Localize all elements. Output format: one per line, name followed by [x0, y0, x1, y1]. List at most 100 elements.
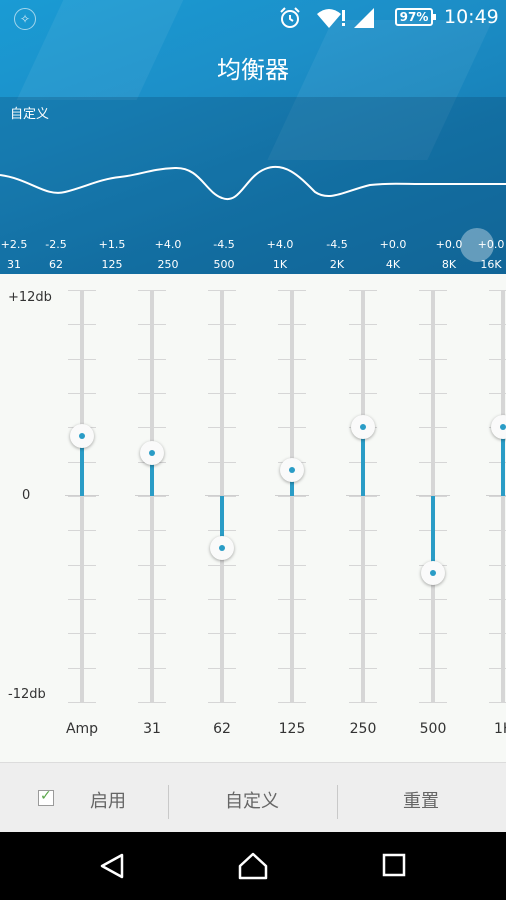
status-bar: ✧ 97% 10:49 [0, 0, 506, 36]
slider-tick [278, 702, 306, 703]
slider-tick [419, 667, 447, 669]
slider-knob[interactable] [351, 415, 375, 440]
slider-tick [489, 667, 506, 669]
slider-tick [278, 427, 306, 429]
slider-knob[interactable] [280, 458, 304, 483]
header-band-frequency: 125 [101, 258, 123, 271]
slider-tick [68, 564, 96, 566]
preset-name: 自定义 [10, 107, 50, 122]
page-title: 均衡器 [217, 56, 289, 84]
slider-tick [278, 290, 306, 291]
slider-tick [208, 358, 236, 360]
alarm-icon [280, 7, 300, 28]
slider-tick [278, 324, 306, 326]
reset-button[interactable]: 重置 [403, 791, 439, 812]
slider-knob[interactable] [421, 561, 445, 586]
header-band-value: -2.5 [45, 238, 67, 251]
slider-tick [349, 290, 377, 291]
slider-tick [208, 324, 236, 326]
slider-tick [278, 633, 306, 635]
slider-tick [208, 599, 236, 600]
slider-tick [138, 702, 166, 703]
slider-fill [220, 496, 224, 548]
eq-curve [0, 165, 506, 201]
signal-icon [354, 8, 374, 28]
recents-icon[interactable] [381, 852, 407, 878]
divider [337, 785, 338, 819]
slider-tick [419, 324, 447, 326]
slider-tick [138, 427, 166, 429]
slider-tick [349, 599, 377, 600]
action-bar: ✓ 启用 自定义 重置 [0, 762, 506, 832]
slider-tick [68, 324, 96, 326]
header-band-frequency: 62 [49, 258, 63, 271]
slider-tick [208, 290, 236, 291]
slider-tick [349, 702, 377, 703]
slider-knob[interactable] [70, 423, 94, 448]
slider-tick [489, 702, 506, 703]
min-db-label: -12db [8, 687, 46, 702]
slider-tick [68, 496, 96, 497]
slider-tick [278, 393, 306, 394]
preset-button[interactable]: 自定义 [225, 791, 279, 812]
eq-curve-panel: 自定义 +2.5 31 -2.5 62 +1.5 125 +4.0 250 -4.5 500 +4.… [0, 97, 506, 274]
slider-tick [489, 496, 506, 497]
header-band-frequency: 2K [329, 258, 345, 271]
curve-drag-handle[interactable] [460, 228, 494, 262]
slider-tick [489, 564, 506, 566]
slider-tick [138, 393, 166, 394]
clock: 10:49 [444, 6, 499, 28]
slider-tick [278, 496, 306, 497]
battery-level: 97% [399, 10, 429, 24]
slider-tick [68, 290, 96, 291]
header-band-value: +0.0 [379, 238, 407, 251]
header-band-frequency: 8K [441, 258, 457, 271]
slider-tick [489, 461, 506, 463]
slider-tick [138, 633, 166, 635]
slider-tick [419, 358, 447, 360]
slider-tick [419, 702, 447, 703]
slider-tick [419, 599, 447, 600]
header-band-frequency: 1K [272, 258, 288, 271]
slider-tick [68, 633, 96, 635]
slider-fill [80, 435, 84, 496]
enable-checkbox[interactable]: ✓ [38, 788, 54, 806]
slider-tick [489, 633, 506, 635]
slider-tick [278, 530, 306, 532]
slider-tick [349, 358, 377, 360]
check-icon: ✓ [40, 788, 52, 804]
header-band-frequency: 250 [157, 258, 179, 271]
header-band-value: +2.5 [0, 238, 28, 251]
header: ✧ 97% 10:49 均衡器 自定义 +2.5 31 -2.5 62 +1.5 125 +… [0, 0, 506, 274]
slider-tick [349, 667, 377, 669]
slider-tick [138, 667, 166, 669]
slider-tick [349, 393, 377, 394]
slider-tick [278, 667, 306, 669]
slider-knob[interactable] [140, 441, 164, 466]
header-band-value: +1.5 [98, 238, 126, 251]
slider-tick [208, 702, 236, 703]
slider-tick [68, 667, 96, 669]
slider-knob[interactable] [210, 535, 234, 560]
home-icon[interactable] [237, 852, 269, 880]
slider-tick [208, 427, 236, 429]
slider-tick [208, 564, 236, 566]
slider-tick [68, 599, 96, 600]
slider-knob[interactable] [491, 415, 506, 440]
slider-tick [138, 530, 166, 532]
slider-tick [349, 564, 377, 566]
slider-tick [138, 564, 166, 566]
band-label: 31 [143, 721, 161, 737]
header-band-frequency: 500 [213, 258, 235, 271]
slider-tick [68, 530, 96, 532]
band-label: 500 [419, 721, 447, 737]
band-label: 125 [278, 721, 306, 737]
back-icon[interactable] [98, 852, 126, 880]
header-band-value: +4.0 [154, 238, 182, 251]
enable-button[interactable]: 启用 [90, 791, 126, 812]
slider-tick [349, 633, 377, 635]
slider-fill [361, 427, 365, 496]
slider-tick [208, 461, 236, 463]
slider-tick [419, 461, 447, 463]
band-label: Amp [65, 721, 99, 737]
